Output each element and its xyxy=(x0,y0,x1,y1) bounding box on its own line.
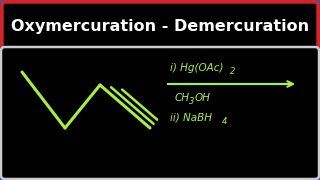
Text: 3: 3 xyxy=(189,96,194,105)
FancyBboxPatch shape xyxy=(1,47,319,179)
Text: 2: 2 xyxy=(230,66,236,75)
Text: CH: CH xyxy=(175,93,190,103)
Text: ii) NaBH: ii) NaBH xyxy=(170,113,212,123)
Text: OH: OH xyxy=(195,93,211,103)
Text: Oxymercuration - Demercuration: Oxymercuration - Demercuration xyxy=(11,19,309,33)
FancyBboxPatch shape xyxy=(2,2,318,50)
Text: i) Hg(OAc): i) Hg(OAc) xyxy=(170,63,223,73)
Text: 4: 4 xyxy=(222,116,228,125)
